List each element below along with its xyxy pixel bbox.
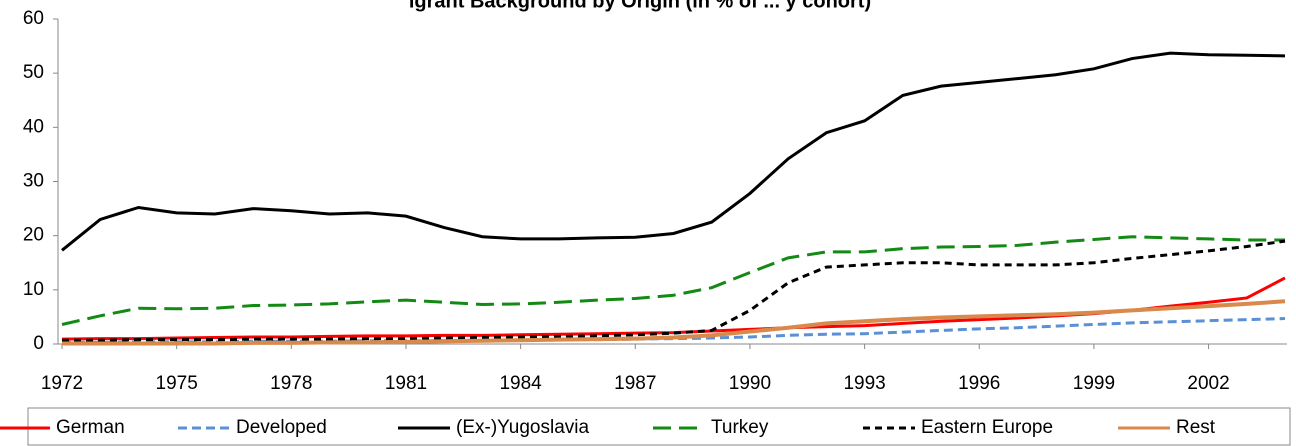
y-tick-label: 40 [23,116,44,137]
legend-label: Eastern Europe [921,417,1053,438]
x-tick-label: 1987 [614,373,656,394]
series-line [61,51,1286,252]
x-tick-label: 1975 [156,373,198,394]
series-line [62,299,1286,346]
y-tick-label: 0 [33,333,44,354]
series-line [62,239,1286,342]
y-tick-label: 60 [23,8,44,29]
y-tick-label: 30 [23,171,44,192]
y-tick-label: 50 [23,62,44,83]
chart-title: igrant Background by Origin (in % of ...… [409,0,871,12]
x-tick-label: 1978 [270,373,312,394]
legend-label: Developed [236,417,327,438]
y-tick-label: 10 [23,279,44,300]
legend-label: Turkey [711,417,769,438]
y-tick-label: 20 [23,225,44,246]
legend-label: German [56,417,125,438]
x-tick-label: 1990 [729,373,771,394]
x-tick-label: 1984 [499,373,542,394]
x-tick-label: 1981 [385,373,427,394]
legend-label: (Ex-)Yugoslavia [456,417,589,438]
x-tick-label: 1972 [41,373,83,394]
legend-label: Rest [1176,417,1216,438]
series-line [61,276,1286,341]
series-line [61,235,1285,326]
x-tick-label: 1993 [843,373,885,394]
x-tick-label: 1996 [958,373,1000,394]
x-tick-label: 1999 [1073,373,1115,394]
x-tick-label: 2002 [1187,373,1229,394]
